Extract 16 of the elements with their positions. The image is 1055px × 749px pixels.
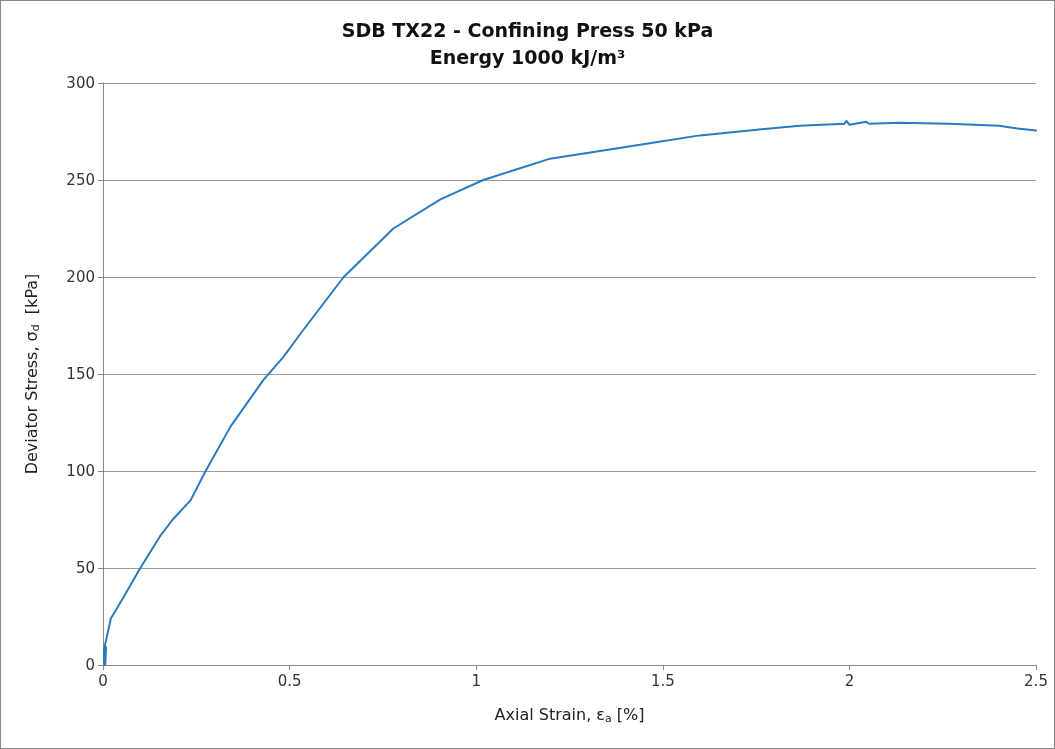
chart-title: SDB TX22 - Confining Press 50 kPa	[341, 18, 714, 41]
x-tick-label: 2.5	[1024, 671, 1048, 690]
y-tick-label: 200	[66, 268, 95, 286]
y-tick-label: 50	[75, 559, 95, 577]
y-axis-title: Deviator Stress, σd [kPa]	[22, 273, 42, 475]
x-tick-label: 0.5	[277, 671, 302, 690]
y-tick-label: 250	[66, 171, 95, 189]
chart-subtitle: Energy 1000 kJ/m³	[429, 45, 626, 68]
x-tick-label: 1	[471, 671, 481, 690]
y-tick-label: 300	[66, 74, 95, 92]
x-tick-label: 0	[98, 671, 108, 690]
y-tick-label: 150	[66, 365, 95, 383]
y-tick-label: 0	[85, 656, 95, 674]
y-tick-label: 100	[66, 462, 95, 480]
x-tick-label: 1.5	[650, 671, 675, 690]
x-tick-label: 2	[844, 671, 855, 690]
